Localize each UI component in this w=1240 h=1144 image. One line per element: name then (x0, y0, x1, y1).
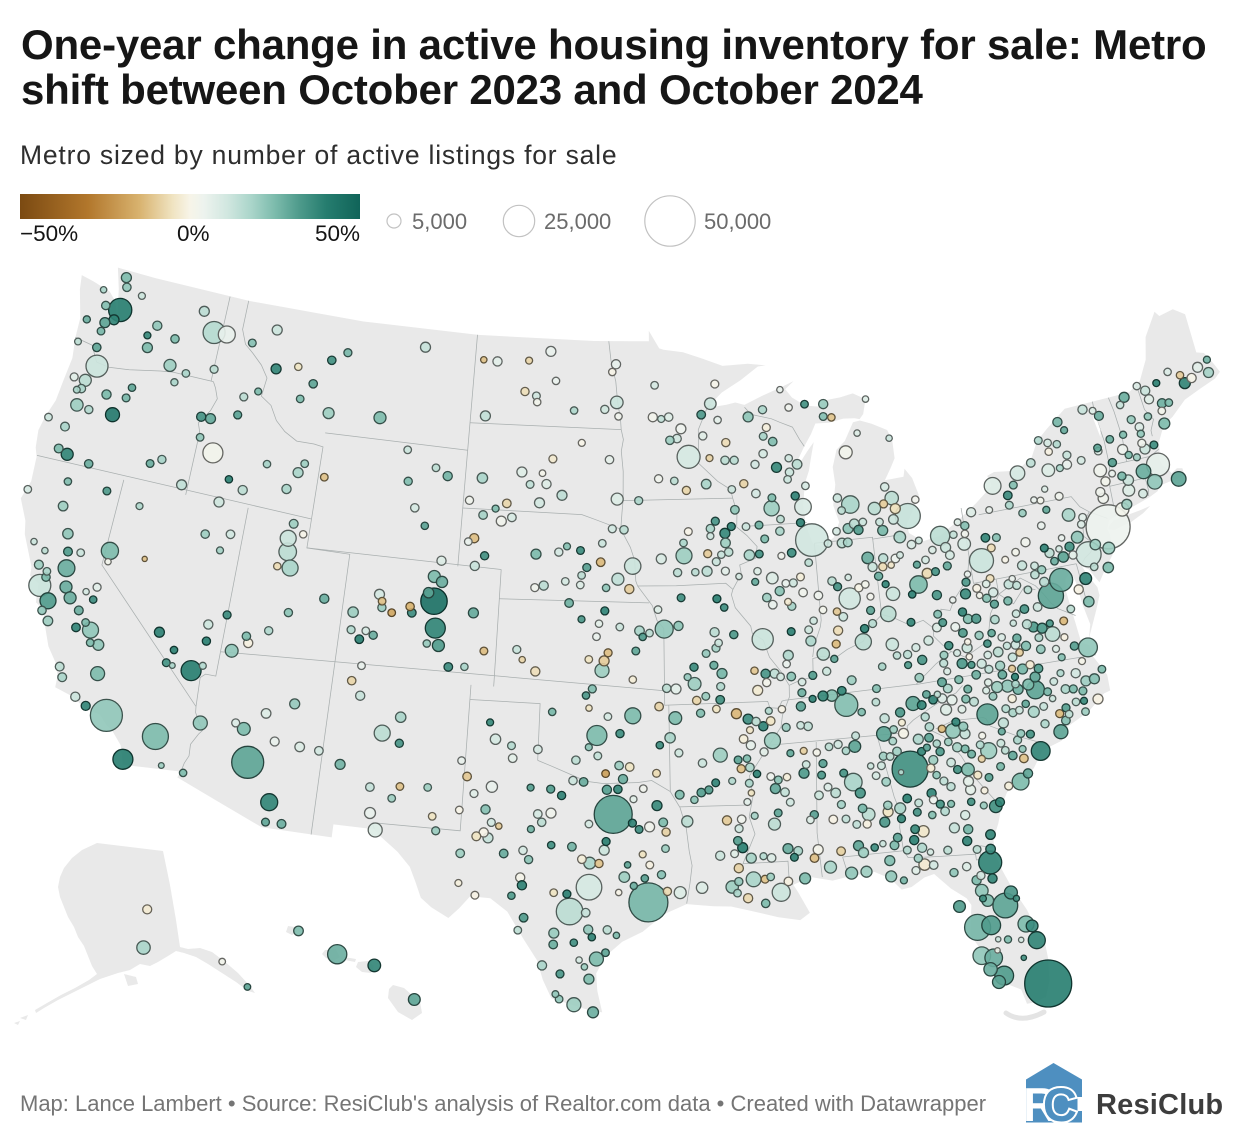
svg-text:25,000: 25,000 (544, 209, 611, 234)
svg-text:C: C (1043, 1078, 1077, 1125)
svg-text:50,000: 50,000 (704, 209, 771, 234)
svg-text:5,000: 5,000 (412, 209, 467, 234)
svg-text:R: R (1024, 1078, 1057, 1125)
